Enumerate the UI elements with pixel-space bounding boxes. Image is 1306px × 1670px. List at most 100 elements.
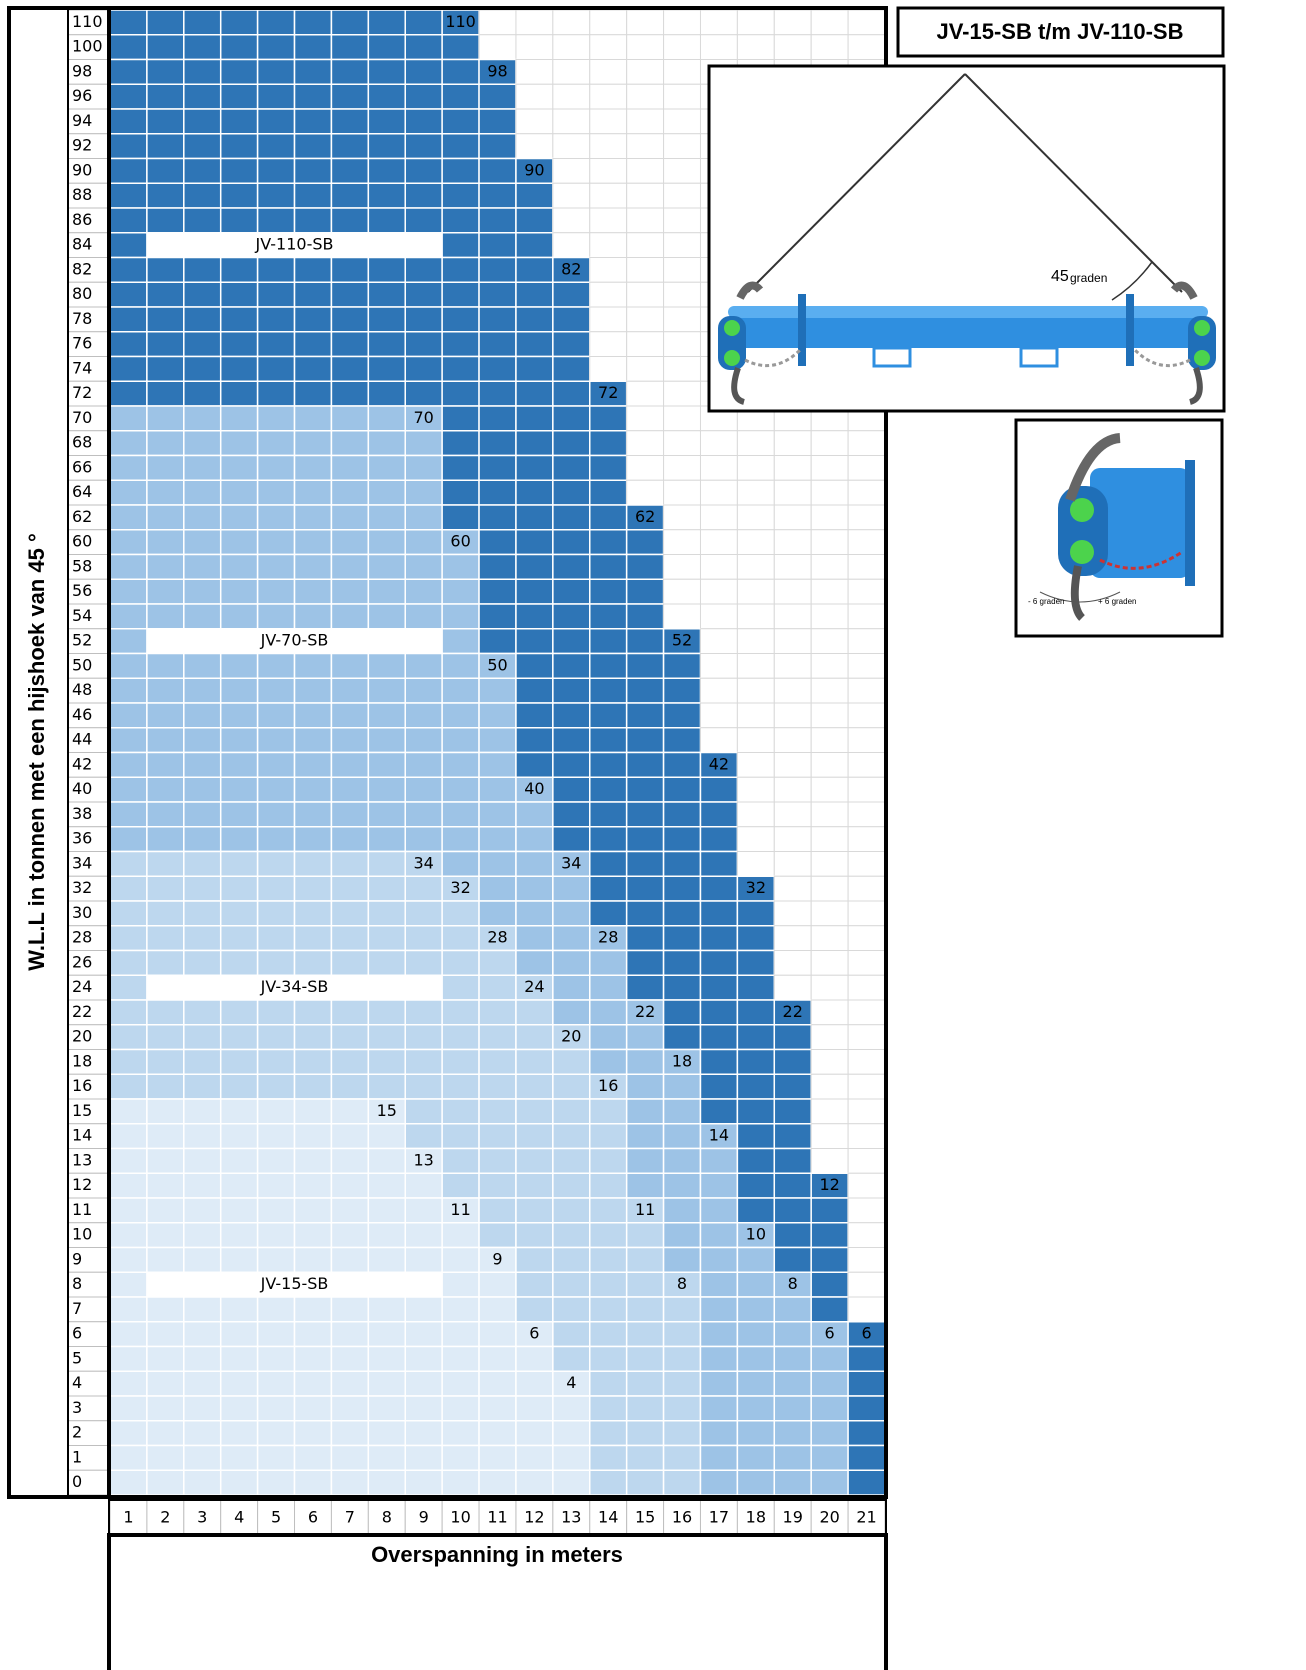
load-cell [625,1370,665,1397]
capacity-label: 8 [677,1274,687,1293]
row-label-cell [67,851,111,877]
empty-cell [663,356,701,382]
load-cell [330,949,370,976]
load-cell [219,58,259,85]
load-cell [404,1444,443,1471]
load-cell [219,1444,259,1471]
load-cell [589,603,628,630]
load-cell [552,1444,591,1471]
load-cell [552,331,591,358]
load-cell [109,677,148,704]
row-label: 74 [72,358,92,377]
load-cell [552,1024,591,1051]
load-cell [109,925,148,952]
row-label: 70 [72,408,92,427]
load-cell [109,1370,148,1397]
load-cell [183,380,222,407]
empty-cell [699,430,738,456]
load-cell [183,553,222,580]
load-cell [515,999,554,1026]
load-cell [404,776,443,803]
empty-cell [810,826,849,852]
load-cell [256,801,296,828]
load-cell [219,1420,259,1447]
empty-cell [810,504,849,531]
load-cell [183,9,222,36]
load-cell [552,1073,591,1100]
load-cell [552,628,591,655]
load-cell [404,652,443,679]
load-cell [589,826,628,853]
empty-cell [810,529,849,555]
load-cell [367,875,406,902]
load-cell [256,900,296,927]
load-cell [146,1197,185,1224]
load-cell [146,355,185,382]
load-cell [219,405,259,432]
load-cell [441,727,480,754]
column-label-cell [330,1499,369,1536]
load-cell [183,1098,222,1125]
load-cell [478,108,517,135]
load-cell [589,454,628,481]
load-cell [478,628,517,655]
empty-cell [736,9,775,36]
load-cell [441,306,480,333]
empty-cell [626,108,665,135]
capacity-label: 70 [414,408,434,427]
load-cell [183,850,222,877]
empty-cell [626,306,665,333]
load-cell [441,850,480,877]
empty-cell [773,776,812,803]
load-cell [330,182,370,209]
load-cell [478,949,517,976]
load-cell [330,1246,370,1273]
load-cell [589,1321,628,1348]
load-cell [219,331,259,358]
empty-cell [626,34,665,60]
empty-cell [626,331,665,357]
row-label-cell [67,257,111,283]
load-cell [293,182,333,209]
load-cell [625,1073,665,1100]
load-cell [552,677,591,704]
load-cell [515,380,554,407]
load-cell [109,1073,148,1100]
load-cell [404,1147,443,1174]
empty-cell [699,578,738,605]
load-cell [515,1073,554,1100]
load-cell [404,380,443,407]
load-cell [367,83,406,110]
load-cell [736,1123,776,1150]
load-cell [219,1147,259,1174]
load-cell [146,207,185,234]
load-cell [736,1246,776,1273]
load-cell [367,677,406,704]
load-cell [662,1420,702,1447]
row-label: 62 [72,507,92,526]
empty-cell [736,603,775,630]
load-cell [515,1222,554,1249]
load-cell [367,1296,406,1323]
empty-cell [626,479,665,506]
load-cell [515,1123,554,1150]
row-label: 78 [72,309,92,328]
load-cell [441,1172,480,1199]
load-cell [662,1073,702,1100]
capacity-label: 14 [709,1126,729,1145]
load-cell [662,1370,702,1397]
load-cell [515,1395,554,1422]
empty-cell [810,999,849,1026]
load-cell [256,1024,296,1051]
empty-cell [663,479,701,506]
load-cell [404,479,443,506]
load-cell [109,1296,148,1323]
load-cell [109,108,148,135]
load-cell [330,1098,370,1125]
empty-cell [810,1073,849,1100]
load-cell [293,108,333,135]
empty-cell [515,108,554,135]
row-label: 66 [72,457,92,476]
load-cell [773,1395,812,1422]
